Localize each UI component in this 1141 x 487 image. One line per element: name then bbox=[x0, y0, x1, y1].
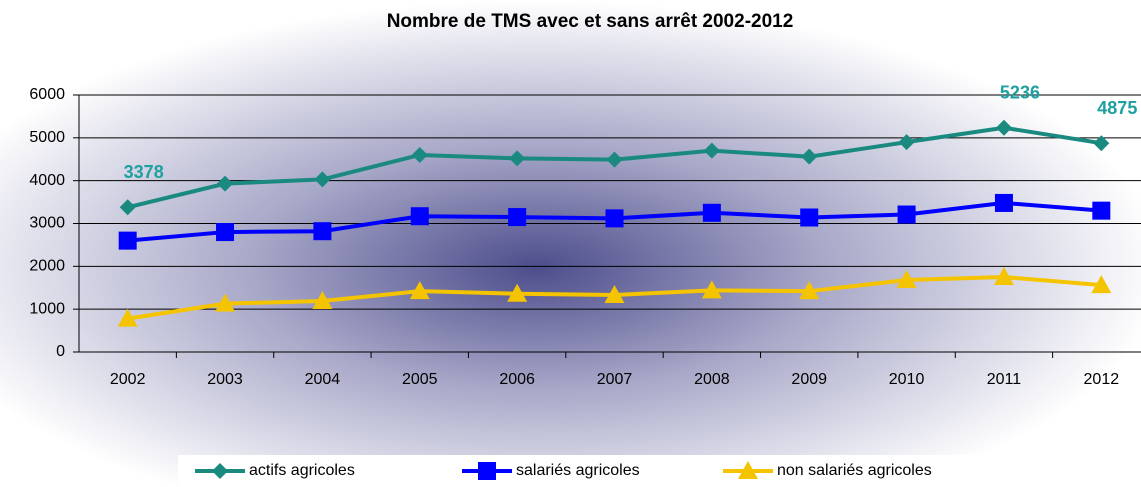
marker bbox=[313, 222, 332, 241]
x-tick-label: 2008 bbox=[694, 371, 730, 388]
marker bbox=[604, 285, 625, 304]
data-label: 3378 bbox=[124, 162, 164, 182]
x-tick-label: 2005 bbox=[402, 371, 438, 388]
marker bbox=[215, 293, 236, 312]
marker bbox=[606, 151, 623, 168]
y-tick-label: 6000 bbox=[29, 86, 65, 103]
marker bbox=[800, 208, 819, 227]
y-tick-label: 0 bbox=[56, 343, 65, 360]
y-tick-label: 1000 bbox=[29, 300, 65, 317]
marker bbox=[119, 199, 136, 216]
marker bbox=[703, 142, 720, 159]
x-tick-label: 2007 bbox=[597, 371, 633, 388]
marker bbox=[995, 119, 1012, 136]
marker bbox=[799, 281, 820, 300]
data-label: 5236 bbox=[1000, 82, 1040, 102]
marker bbox=[409, 281, 430, 300]
marker bbox=[118, 231, 137, 250]
legend bbox=[178, 455, 1010, 487]
x-tick-label: 2011 bbox=[987, 371, 1022, 388]
marker bbox=[216, 223, 235, 242]
marker bbox=[701, 280, 722, 299]
x-tick-label: 2006 bbox=[499, 371, 535, 388]
y-tick-label: 5000 bbox=[29, 129, 65, 146]
marker bbox=[410, 207, 429, 226]
marker bbox=[702, 203, 721, 222]
chart-title: Nombre de TMS avec et sans arrêt 2002-20… bbox=[387, 11, 794, 32]
marker bbox=[312, 291, 333, 310]
x-tick-label: 2004 bbox=[305, 371, 341, 388]
y-tick-label: 4000 bbox=[29, 172, 65, 189]
marker bbox=[896, 270, 917, 289]
marker bbox=[738, 461, 758, 479]
marker bbox=[507, 283, 528, 302]
marker bbox=[605, 209, 624, 228]
marker bbox=[898, 134, 915, 151]
y-tick-label: 3000 bbox=[29, 215, 65, 232]
marker bbox=[993, 267, 1014, 286]
marker bbox=[212, 463, 228, 479]
data-label: 4875 bbox=[1097, 98, 1137, 118]
marker bbox=[994, 193, 1013, 212]
marker bbox=[217, 175, 234, 192]
marker bbox=[1091, 275, 1112, 294]
x-tick-label: 2009 bbox=[791, 371, 827, 388]
legend-label: salariés agricoles bbox=[516, 462, 640, 479]
y-tick-label: 2000 bbox=[29, 258, 65, 275]
x-tick-label: 2003 bbox=[207, 371, 243, 388]
legend-label: actifs agricoles bbox=[249, 462, 355, 479]
marker bbox=[411, 146, 428, 163]
marker bbox=[117, 308, 138, 327]
legend-label: non salariés agricoles bbox=[777, 462, 932, 479]
marker bbox=[1092, 201, 1111, 220]
marker bbox=[801, 148, 818, 165]
marker bbox=[508, 208, 527, 227]
marker bbox=[478, 462, 496, 480]
marker bbox=[897, 205, 916, 224]
x-tick-label: 2012 bbox=[1084, 371, 1120, 388]
marker bbox=[314, 171, 331, 188]
marker bbox=[1093, 135, 1110, 152]
x-tick-label: 2002 bbox=[110, 371, 146, 388]
marker bbox=[509, 150, 526, 167]
x-tick-label: 2010 bbox=[889, 371, 925, 388]
